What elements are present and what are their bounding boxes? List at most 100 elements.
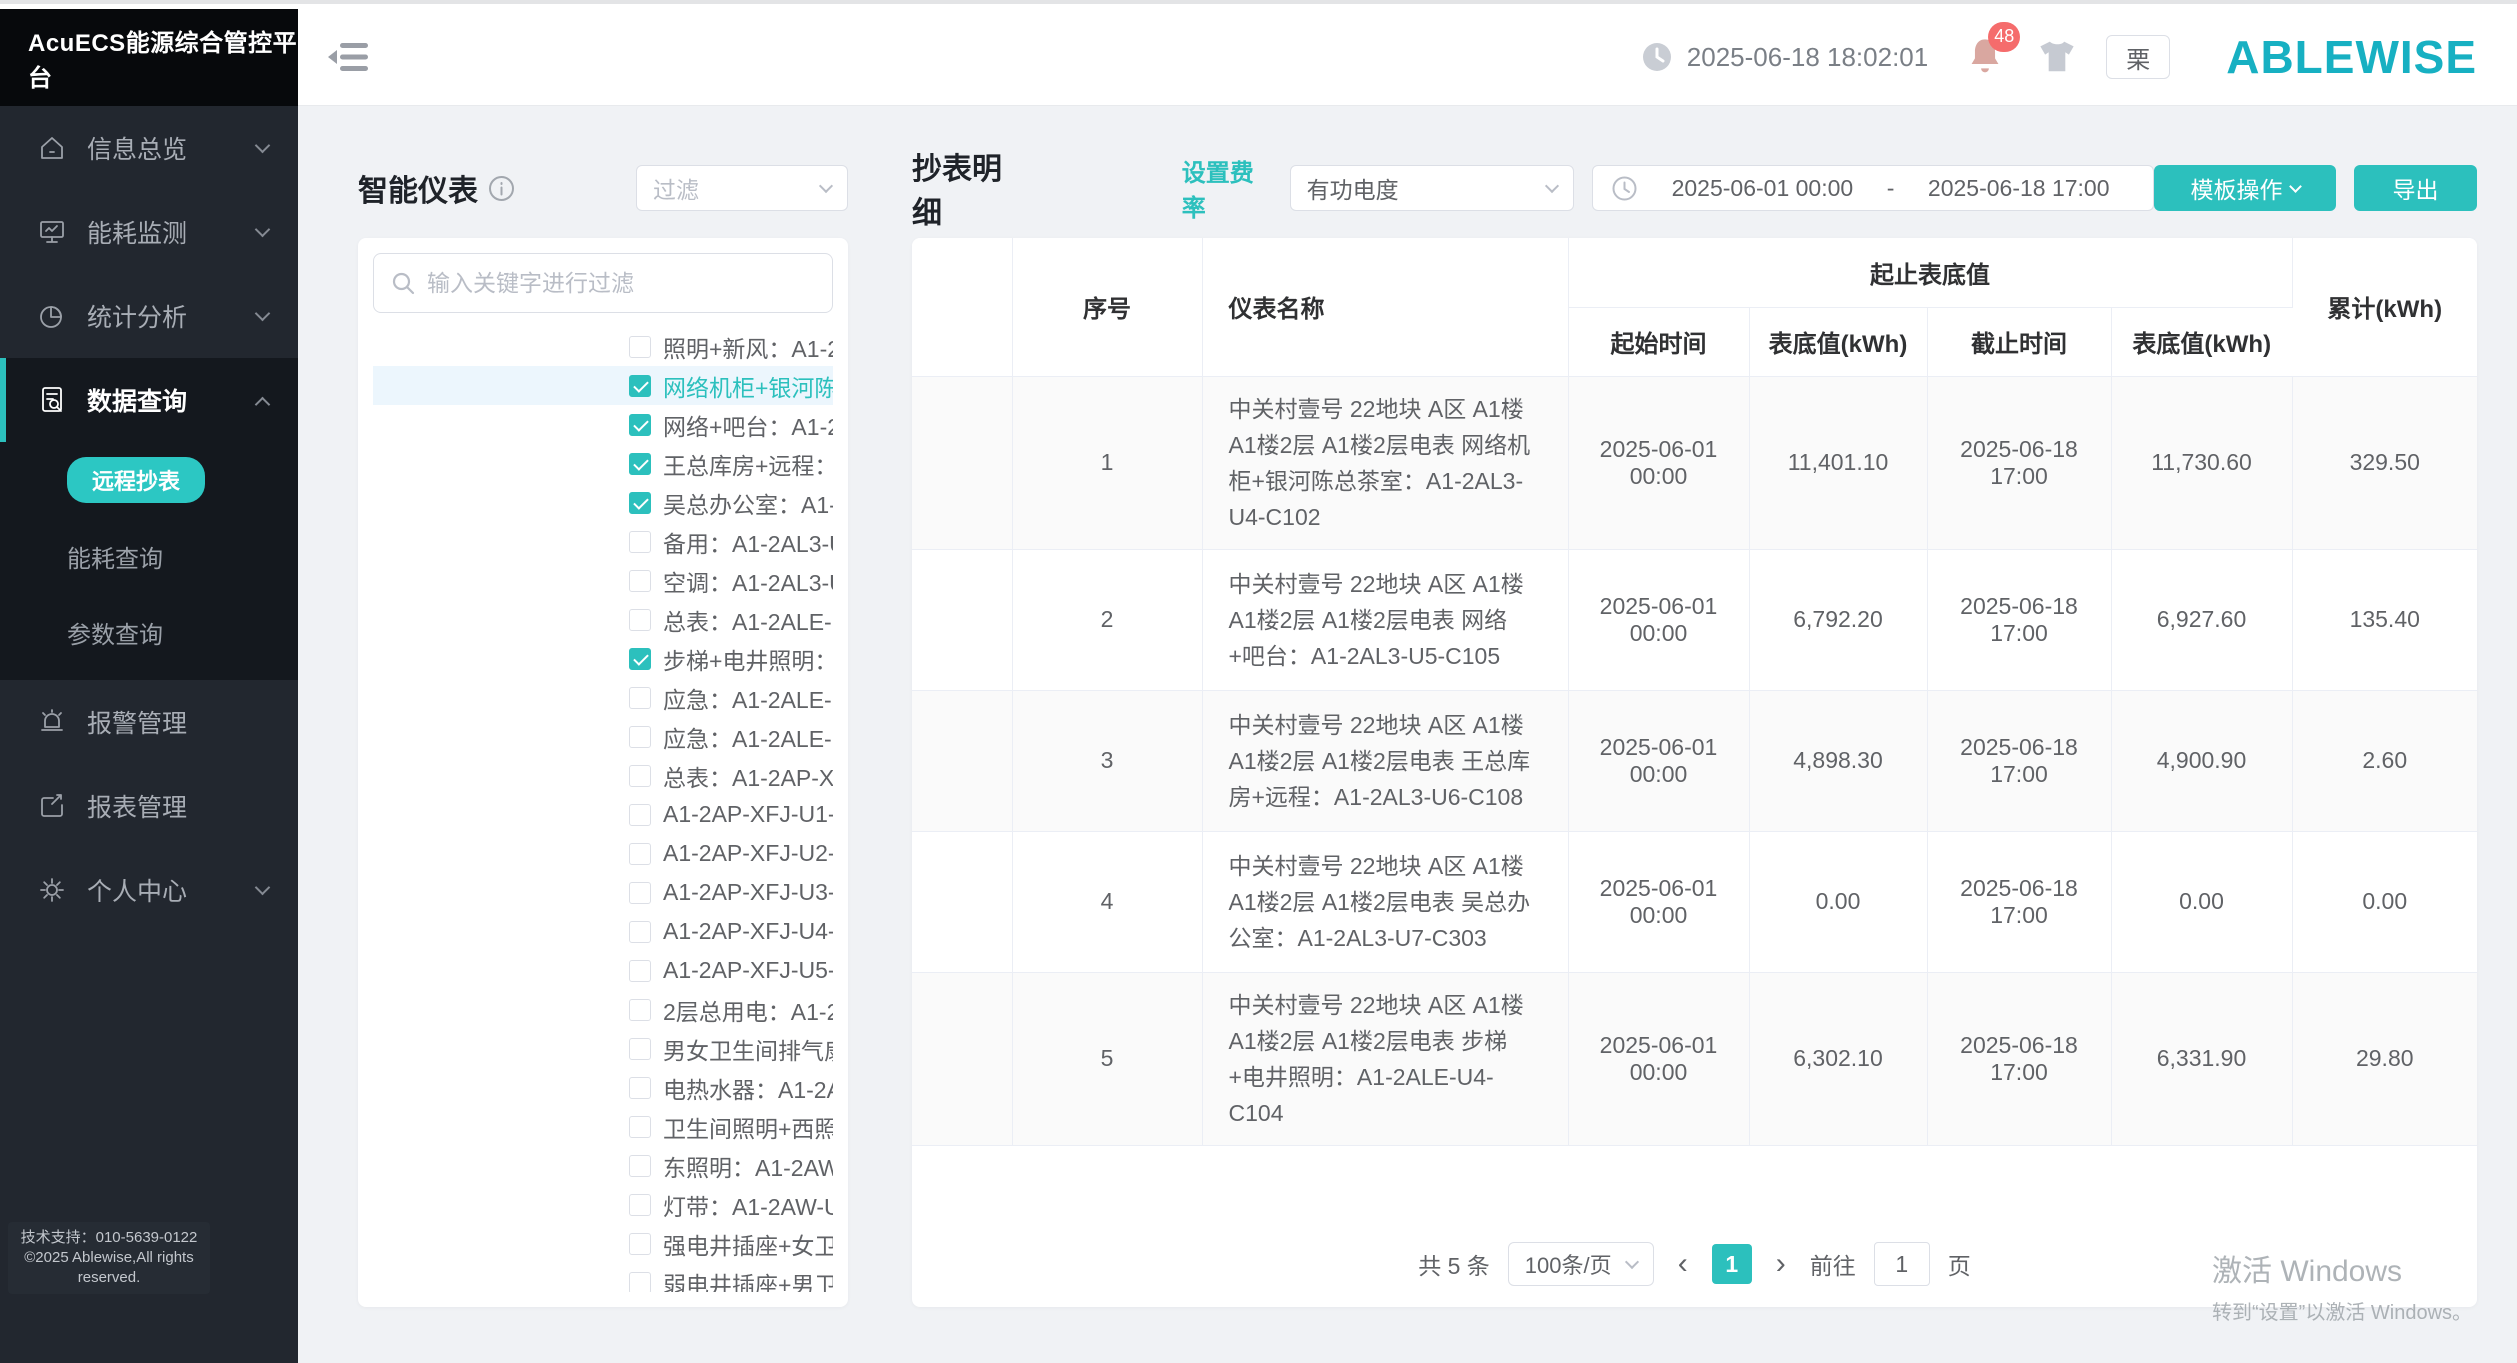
sidebar-item-report-management[interactable]: 报表管理 (0, 764, 298, 848)
meter-label: 吴总办公室：A1-2AL3 (663, 491, 833, 518)
sidebar-item-data-query[interactable]: 数据查询 (0, 358, 298, 442)
meter-tree-node[interactable]: 步梯+电井照明：A1-2 (373, 639, 833, 678)
meter-search[interactable] (373, 253, 833, 313)
sidebar-subitem-remote-reading[interactable]: 远程抄表 (0, 442, 298, 518)
document-search-icon (37, 385, 67, 415)
total-value: 29.80 (2292, 972, 2477, 1146)
table-row[interactable]: 5 中关村壹号 22地块 A区 A1楼 A1楼2层 A1楼2层电表 步梯+电井照… (912, 972, 2477, 1146)
sidebar-item-energy-monitor[interactable]: 能耗监测 (0, 190, 298, 274)
checkbox[interactable] (629, 920, 651, 943)
checkbox[interactable] (629, 335, 651, 358)
table-row[interactable]: 4 中关村壹号 22地块 A区 A1楼 A1楼2层 A1楼2层电表 吴总办公室：… (912, 831, 2477, 973)
meter-tree-node[interactable]: A1-2AP-XFJ-U5-C109 (373, 951, 833, 990)
meter-tree-node[interactable]: 备用：A1-2AL3-U8-C (373, 522, 833, 561)
template-actions-button[interactable]: 模板操作 (2154, 165, 2337, 211)
sidebar-subitem-energy-query[interactable]: 能耗查询 (67, 545, 163, 573)
goto-page-input[interactable] (1873, 1242, 1930, 1286)
checkbox[interactable] (629, 881, 651, 904)
date-range-picker[interactable]: 2025-06-01 00:00 - 2025-06-18 17:00 (1592, 165, 2155, 211)
theme-button[interactable] (2038, 38, 2076, 76)
checkbox[interactable] (629, 530, 651, 553)
checkbox[interactable] (629, 1271, 651, 1292)
meter-tree-node[interactable]: 强电井插座+女卫烘手 (373, 1224, 833, 1263)
meter-tree-node[interactable]: A1-2AP-XFJ-U4-C106 (373, 912, 833, 951)
date-start[interactable]: 2025-06-01 00:00 (1671, 174, 1854, 201)
export-button[interactable]: 导出 (2354, 165, 2478, 211)
total-value: 135.40 (2292, 549, 2477, 691)
checkbox[interactable] (629, 491, 651, 514)
checkbox[interactable] (629, 374, 651, 397)
sidebar-item-statistics[interactable]: 统计分析 (0, 274, 298, 358)
meter-label: 东照明：A1-2AW-U4- (663, 1154, 833, 1181)
filter-select[interactable]: 过滤 (636, 165, 848, 211)
checkbox[interactable] (629, 959, 651, 982)
user-button[interactable]: 栗 (2106, 35, 2171, 79)
meter-tree: 照明+新风：A1-2AL3- 网络机柜+银河陈总茶 网络+吧台：A1-2AL3- (373, 327, 833, 1292)
meter-tree-node[interactable]: A1-2AP-XFJ-U3-C103 (373, 873, 833, 912)
meter-tree-node[interactable]: A1-2AP-XFJ-U1-C301 (373, 795, 833, 834)
metric-select[interactable]: 有功电度 (1289, 165, 1575, 211)
checkbox[interactable] (629, 725, 651, 748)
meter-tree-node[interactable]: 吴总办公室：A1-2AL3 (373, 483, 833, 522)
checkbox[interactable] (629, 803, 651, 826)
page-size-select[interactable]: 100条/页 (1507, 1242, 1654, 1286)
checkbox[interactable] (629, 686, 651, 709)
current-page-button[interactable]: 1 (1711, 1244, 1752, 1284)
table-row[interactable]: 2 中关村壹号 22地块 A区 A1楼 A1楼2层 A1楼2层电表 网络+吧台：… (912, 549, 2477, 691)
col-end-time: 截止时间 (1927, 307, 2112, 377)
checkbox[interactable] (629, 452, 651, 475)
next-page-button[interactable]: › (1775, 1247, 1786, 1280)
reading-detail-panel: 抄表明细 设置费率 有功电度 2025-06-01 00:00 - 2025-0… (912, 153, 2478, 1363)
checkbox[interactable] (629, 413, 651, 436)
prev-page-button[interactable]: ‹ (1677, 1247, 1688, 1280)
meter-tree-node[interactable]: 2层总用电：A1-2AW- (373, 990, 833, 1029)
checkbox[interactable] (629, 1076, 651, 1099)
app-title: AcuECS能源综合管控平台 (28, 29, 298, 92)
meter-tree-node[interactable]: A1-2AP-XFJ-U2-C302 (373, 834, 833, 873)
checkbox[interactable] (629, 998, 651, 1021)
checkbox[interactable] (629, 569, 651, 592)
meter-tree-node[interactable]: 电热水器：A1-2AW-U (373, 1068, 833, 1107)
sidebar-item-personal-center[interactable]: 个人中心 (0, 848, 298, 932)
total-value: 2.60 (2292, 690, 2477, 832)
meter-tree-node[interactable]: 照明+新风：A1-2AL3- (373, 327, 833, 366)
meter-tree-node[interactable]: 王总库房+远程：A1-2 (373, 444, 833, 483)
sidebar-item-alarm-management[interactable]: 报警管理 (0, 680, 298, 764)
meter-name: 中关村壹号 22地块 A区 A1楼 A1楼2层 A1楼2层电表 网络机柜+银河陈… (1202, 376, 1569, 550)
meter-tree-node[interactable]: 应急：A1-2ALE-U5-C (373, 678, 833, 717)
date-end[interactable]: 2025-06-18 17:00 (1927, 174, 2110, 201)
set-rate-link[interactable]: 设置费率 (1181, 160, 1254, 222)
table-row[interactable]: 3 中关村壹号 22地块 A区 A1楼 A1楼2层 A1楼2层电表 王总库房+远… (912, 690, 2477, 832)
search-input[interactable] (427, 269, 816, 297)
meter-tree-node[interactable]: 卫生间照明+西照明： (373, 1107, 833, 1146)
sidebar-collapse-button[interactable] (328, 39, 372, 75)
meter-tree-node[interactable]: 总表：A1-2AP-XFJ-E (373, 756, 833, 795)
checkbox[interactable] (629, 1232, 651, 1255)
meter-tree-node[interactable]: 男女卫生间排气扇：A (373, 1029, 833, 1068)
meter-tree-node[interactable]: 东照明：A1-2AW-U4- (373, 1146, 833, 1185)
checkbox[interactable] (629, 1193, 651, 1216)
checkbox[interactable] (629, 842, 651, 865)
checkbox[interactable] (629, 1037, 651, 1060)
pagination: 共 5 条 100条/页 ‹ 1 › 前往 页 (912, 1221, 2477, 1307)
meter-name: 中关村壹号 22地块 A区 A1楼 A1楼2层 A1楼2层电表 网络+吧台：A1… (1202, 549, 1569, 691)
meter-tree-node[interactable]: 总表：A1-2ALE-Eps (373, 600, 833, 639)
checkbox[interactable] (629, 1115, 651, 1138)
meter-tree-node[interactable]: 空调：A1-2AL3-U9-C (373, 561, 833, 600)
end-time: 2025-06-18 17:00 (1927, 972, 2112, 1146)
row-seq: 1 (1012, 376, 1203, 550)
checkbox[interactable] (629, 608, 651, 631)
meter-tree-node[interactable]: 弱电井插座+男卫热水 (373, 1263, 833, 1292)
meter-tree-node[interactable]: 网络机柜+银河陈总茶 (373, 366, 833, 405)
meter-tree-node[interactable]: 网络+吧台：A1-2AL3- (373, 405, 833, 444)
checkbox[interactable] (629, 764, 651, 787)
meter-tree-node[interactable]: 灯带：A1-2AW-U5-C1 (373, 1185, 833, 1224)
checkbox[interactable] (629, 1154, 651, 1177)
checkbox[interactable] (629, 647, 651, 670)
table-row[interactable]: 1 中关村壹号 22地块 A区 A1楼 A1楼2层 A1楼2层电表 网络机柜+银… (912, 376, 2477, 550)
sidebar-item-info-overview[interactable]: 信息总览 (0, 106, 298, 190)
active-subitem-pill[interactable]: 远程抄表 (67, 457, 206, 503)
sidebar-subitem-parameter-query[interactable]: 参数查询 (67, 621, 163, 649)
notifications-button[interactable]: 48 (1966, 21, 2021, 79)
meter-tree-node[interactable]: 应急：A1-2ALE-U6-C (373, 717, 833, 756)
